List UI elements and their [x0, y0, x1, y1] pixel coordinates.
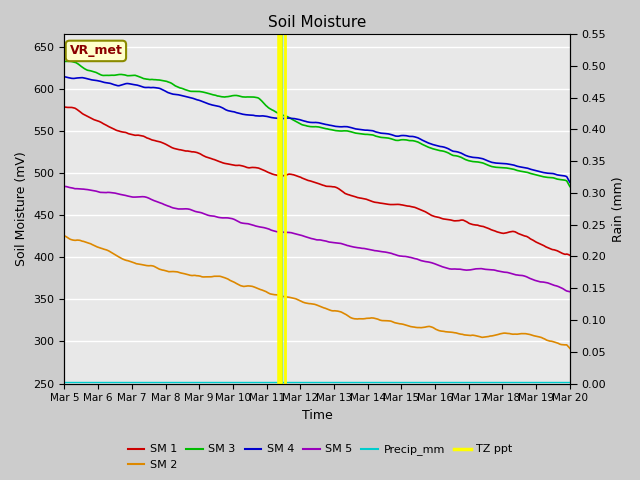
SM 4 — [566, 180, 573, 185]
SM 1 — [566, 252, 573, 258]
SM 2 — [274, 292, 282, 298]
SM 2 — [432, 326, 440, 332]
Y-axis label: Soil Moisture (mV): Soil Moisture (mV) — [15, 151, 28, 266]
SM 5 — [218, 215, 225, 221]
Line: SM 4: SM 4 — [65, 77, 570, 182]
Legend: SM 1, SM 2, SM 3, SM 4, SM 5, Precip_mm, TZ ppt: SM 1, SM 2, SM 3, SM 4, SM 5, Precip_mm,… — [124, 440, 516, 474]
X-axis label: Time: Time — [302, 409, 333, 422]
SM 1 — [274, 173, 282, 179]
Y-axis label: Rain (mm): Rain (mm) — [612, 176, 625, 241]
SM 3 — [369, 132, 376, 138]
Precip_mm — [274, 379, 282, 384]
SM 1 — [61, 104, 68, 110]
SM 3 — [433, 147, 441, 153]
Precip_mm — [218, 379, 225, 384]
SM 5 — [566, 289, 573, 295]
SM 3 — [275, 111, 282, 117]
SM 5 — [520, 273, 527, 279]
SM 3 — [66, 59, 74, 64]
SM 5 — [367, 247, 375, 252]
SM 5 — [274, 229, 282, 235]
SM 3 — [566, 184, 573, 190]
Line: SM 2: SM 2 — [65, 236, 570, 348]
Text: VR_met: VR_met — [70, 45, 122, 58]
SM 4 — [432, 143, 440, 148]
SM 1 — [432, 214, 440, 220]
SM 3 — [344, 128, 352, 134]
Precip_mm — [344, 379, 351, 384]
SM 3 — [219, 94, 227, 100]
Precip_mm — [566, 379, 573, 384]
SM 2 — [218, 274, 225, 280]
Precip_mm — [61, 379, 68, 384]
Title: Soil Moisture: Soil Moisture — [268, 15, 366, 30]
SM 2 — [344, 312, 351, 318]
Line: SM 1: SM 1 — [65, 107, 570, 255]
SM 2 — [520, 331, 527, 336]
SM 4 — [274, 115, 282, 121]
SM 4 — [344, 124, 351, 130]
SM 4 — [218, 105, 225, 110]
Line: SM 3: SM 3 — [65, 61, 570, 187]
SM 4 — [61, 74, 68, 80]
Precip_mm — [432, 379, 440, 384]
SM 5 — [344, 242, 351, 248]
SM 2 — [566, 346, 573, 351]
SM 3 — [521, 169, 529, 175]
SM 5 — [432, 262, 440, 267]
Precip_mm — [520, 379, 527, 384]
Line: SM 5: SM 5 — [65, 186, 570, 292]
Precip_mm — [367, 379, 375, 384]
SM 1 — [520, 233, 527, 239]
SM 4 — [520, 165, 527, 170]
SM 1 — [367, 198, 375, 204]
SM 5 — [61, 183, 68, 189]
SM 2 — [367, 315, 375, 321]
SM 4 — [367, 128, 375, 133]
SM 1 — [218, 159, 225, 165]
SM 3 — [61, 59, 68, 64]
SM 2 — [61, 233, 68, 239]
SM 1 — [344, 192, 351, 197]
